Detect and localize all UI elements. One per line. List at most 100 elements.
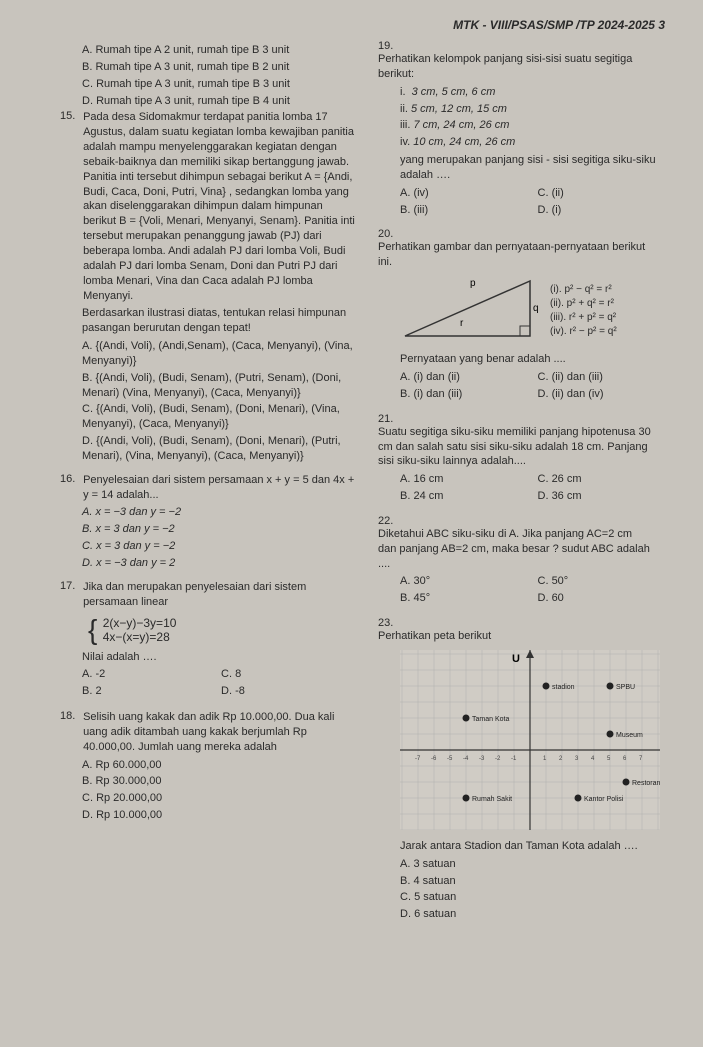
question-text: Penyelesaian dari sistem persamaan x + y… xyxy=(83,473,358,503)
side-r: r xyxy=(460,318,464,329)
option-d: D. Rp 10.000,00 xyxy=(82,808,360,823)
option-text: 45° xyxy=(413,592,430,604)
item-iv: iv. 10 cm, 24 cm, 26 cm xyxy=(400,135,675,150)
question-subtext: Berdasarkan ilustrasi diatas, tentukan r… xyxy=(60,306,360,336)
option-c: C. 5 satuan xyxy=(400,890,675,905)
question-number: 21. xyxy=(378,413,398,425)
side-q: q xyxy=(533,303,539,314)
svg-text:Taman Kota: Taman Kota xyxy=(472,716,509,723)
option-text: Rumah tipe A 2 unit, rumah tipe B 3 unit xyxy=(95,44,289,56)
option-a: A. (iv) xyxy=(400,186,538,201)
svg-text:stadion: stadion xyxy=(552,684,575,691)
option-c: C. 26 cm xyxy=(538,472,676,487)
option-d: D. 36 cm xyxy=(538,489,676,504)
option-a: A. -2 xyxy=(82,667,221,682)
option-c: C. (ii) dan (iii) xyxy=(538,370,676,385)
formula-list: (i). p² − q² = r² (ii). p² + q² = r² (ii… xyxy=(550,283,617,339)
option-text: 50° xyxy=(552,575,569,587)
svg-text:6: 6 xyxy=(623,756,627,762)
option-d: D. {(Andi, Voli), (Budi, Senam), (Doni, … xyxy=(82,434,360,464)
svg-text:-7: -7 xyxy=(415,756,421,762)
item-i: i. 3 cm, 5 cm, 6 cm xyxy=(400,85,675,100)
option-d: D. 6 satuan xyxy=(400,907,675,922)
svg-text:Rumah Sakit: Rumah Sakit xyxy=(472,796,512,803)
svg-text:3: 3 xyxy=(575,756,579,762)
option-text: 30° xyxy=(413,575,430,587)
question-text: Diketahui ABC siku-siku di A. Jika panja… xyxy=(378,527,653,572)
option-d: D. Rumah tipe A 3 unit, rumah tipe B 4 u… xyxy=(82,94,360,109)
question-number: 23. xyxy=(378,617,398,629)
page-header: MTK - VIII/PSAS/SMP /TP 2024-2025 3 xyxy=(60,18,675,32)
option-a: A. Rp 60.000,00 xyxy=(82,758,360,773)
svg-text:2: 2 xyxy=(559,756,563,762)
option-text: Rumah tipe A 3 unit, rumah tipe B 3 unit xyxy=(96,78,290,90)
question-text: Selisih uang kakak dan adik Rp 10.000,00… xyxy=(83,710,358,755)
option-text: 6 satuan xyxy=(414,908,456,920)
option-b: B. {(Andi, Voli), (Budi, Senam), (Putri,… xyxy=(82,371,360,401)
right-column: 19. Perhatikan kelompok panjang sisi-sis… xyxy=(378,40,675,931)
option-text: 60 xyxy=(552,592,564,604)
nilai-label: Nilai adalah …. xyxy=(60,650,360,665)
question-17: 17. Jika dan merupakan penyelesaian dari… xyxy=(60,580,360,701)
option-text: x = 3 dan y = −2 xyxy=(95,523,174,535)
question-text: Perhatikan kelompok panjang sisi-sisi su… xyxy=(378,52,653,82)
option-text: (i) dan (iii) xyxy=(413,388,462,400)
option-b: B. 4 satuan xyxy=(400,874,675,889)
option-d: D. x = −3 dan y = 2 xyxy=(82,556,360,571)
option-text: 4 satuan xyxy=(413,875,455,887)
option-d: D. 60 xyxy=(538,591,676,606)
option-text: 26 cm xyxy=(552,473,582,485)
formula-2: (ii). p² + q² = r² xyxy=(550,297,617,311)
option-text: (ii) xyxy=(552,187,564,199)
question-18: 18. Selisih uang kakak dan adik Rp 10.00… xyxy=(60,710,360,823)
formula-1: (i). p² − q² = r² xyxy=(550,283,617,297)
left-column: A. Rumah tipe A 2 unit, rumah tipe B 3 u… xyxy=(60,40,360,931)
formula-4: (iv). r² − p² = q² xyxy=(550,325,617,339)
question-subtext: Pernyataan yang benar adalah .... xyxy=(378,352,675,367)
option-text: {(Andi, Voli), (Budi, Senam), (Putri, Se… xyxy=(82,372,341,399)
question-number: 17. xyxy=(60,580,80,592)
option-text: (ii) dan (iii) xyxy=(552,371,603,383)
question-text: Pada desa Sidomakmur terdapat panitia lo… xyxy=(83,110,358,303)
question-22: 22. Diketahui ABC siku-siku di A. Jika p… xyxy=(378,515,675,608)
option-text: x = −3 dan y = 2 xyxy=(96,557,175,569)
svg-text:U: U xyxy=(512,653,520,665)
option-c: C. 50° xyxy=(538,574,676,589)
option-text: 24 cm xyxy=(413,490,443,502)
option-text: (i) xyxy=(552,204,562,216)
formula-3: (iii). r² + p² = q² xyxy=(550,311,617,325)
svg-text:Museum: Museum xyxy=(616,732,643,739)
equation-1: 2(x−y)−3y=10 xyxy=(103,616,177,630)
question-20: 20. Perhatikan gambar dan pernyataan-per… xyxy=(378,228,675,403)
option-a: A. Rumah tipe A 2 unit, rumah tipe B 3 u… xyxy=(82,43,360,58)
equation-2: 4x−(x=y)=28 xyxy=(103,630,177,644)
svg-text:-2: -2 xyxy=(495,756,501,762)
triangle-diagram: p q r xyxy=(400,276,540,346)
option-b: B. (iii) xyxy=(400,203,538,218)
question-number: 19. xyxy=(378,40,398,52)
question-23: 23. Perhatikan peta berikut U-7-6-5-4-3-… xyxy=(378,617,675,922)
option-b: B. x = 3 dan y = −2 xyxy=(82,522,360,537)
option-text: 36 cm xyxy=(552,490,582,502)
option-a: A. {(Andi, Voli), (Andi,Senam), (Caca, M… xyxy=(82,339,360,369)
option-text: Rumah tipe A 3 unit, rumah tipe B 4 unit xyxy=(96,95,290,107)
option-text: {(Andi, Voli), (Andi,Senam), (Caca, Meny… xyxy=(82,340,353,367)
option-text: 3 satuan xyxy=(413,858,455,870)
question-21: 21. Suatu segitiga siku-siku memiliki pa… xyxy=(378,413,675,506)
question-subtext: Jarak antara Stadion dan Taman Kota adal… xyxy=(378,839,675,854)
svg-text:-6: -6 xyxy=(431,756,437,762)
option-text: 8 xyxy=(235,668,241,680)
option-a: A. x = −3 dan y = −2 xyxy=(82,505,360,520)
option-text: {(Andi, Voli), (Budi, Senam), (Doni, Men… xyxy=(82,435,341,462)
svg-text:SPBU: SPBU xyxy=(616,684,635,691)
option-c: C. (ii) xyxy=(538,186,676,201)
side-p: p xyxy=(470,278,476,289)
option-c: C. Rumah tipe A 3 unit, rumah tipe B 3 u… xyxy=(82,77,360,92)
item-text: 10 cm, 24 cm, 26 cm xyxy=(413,136,515,148)
question-19: 19. Perhatikan kelompok panjang sisi-sis… xyxy=(378,40,675,219)
option-b: B. 24 cm xyxy=(400,489,538,504)
option-c: C. {(Andi, Voli), (Budi, Senam), (Doni, … xyxy=(82,402,360,432)
item-text: 7 cm, 24 cm, 26 cm xyxy=(413,119,509,131)
coordinate-map: U-7-6-5-4-3-2-11234567stadionSPBUTaman K… xyxy=(400,650,660,830)
option-text: (ii) dan (iv) xyxy=(552,388,604,400)
